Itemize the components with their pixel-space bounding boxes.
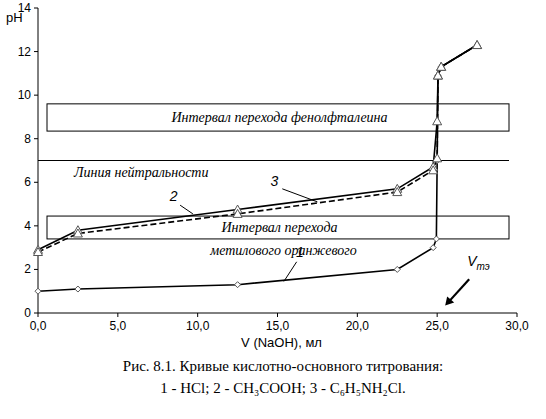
y-tick-label: 2: [24, 262, 31, 276]
band-label: Интервал перехода фенолфталеина: [170, 110, 387, 125]
x-tick: [437, 313, 438, 317]
y-axis-label: pH: [6, 10, 23, 25]
x-tick: [197, 313, 198, 317]
y-tick-label: 6: [24, 175, 31, 189]
marker: [473, 41, 482, 49]
y-tick: [34, 313, 38, 314]
y-tick: [34, 225, 38, 226]
marker: [34, 248, 43, 256]
marker: [433, 117, 442, 125]
marker: [433, 236, 439, 242]
caption-subtitle: 1 - HCl; 2 - CH₃COOH; 3 - C₆H₅NH₂Cl.: [160, 380, 406, 396]
series-label: 3: [270, 173, 278, 189]
y-tick: [34, 8, 38, 9]
x-tick: [38, 313, 39, 317]
marker: [233, 209, 242, 217]
marker: [433, 71, 442, 79]
equivalence-arrow: [448, 279, 469, 302]
marker: [430, 245, 436, 251]
x-tick-label: 0,0: [30, 319, 47, 333]
marker: [429, 166, 438, 174]
chart: Интервал перехода фенолфталеина Интервал …: [0, 0, 546, 419]
background: [0, 0, 546, 419]
series-line: [38, 45, 477, 250]
y-tick: [34, 95, 38, 96]
neutral-label: Линия нейтральности: [73, 165, 208, 180]
x-tick: [277, 313, 278, 317]
marker: [73, 229, 82, 237]
x-tick-label: 10,0: [186, 319, 210, 333]
y-axis: [38, 8, 39, 313]
y-tick-label: 12: [18, 45, 32, 59]
y-tick: [34, 182, 38, 183]
equivalence-label: Vтэ: [467, 253, 490, 272]
marker: [433, 71, 442, 79]
x-tick-label: 30,0: [505, 319, 529, 333]
equivalence-label-sub: тэ: [477, 261, 490, 272]
band-label: Интервал перехода: [221, 220, 338, 235]
marker: [437, 62, 446, 70]
y-tick: [34, 51, 38, 52]
band: [47, 104, 509, 131]
x-tick-label: 5,0: [109, 319, 126, 333]
marker: [473, 41, 482, 49]
series-label: 2: [169, 188, 178, 204]
x-tick: [357, 313, 358, 317]
label-leader: [284, 262, 297, 282]
series-line: [38, 45, 477, 252]
marker: [75, 286, 81, 292]
x-tick: [517, 313, 518, 317]
series-line: [38, 45, 477, 291]
x-tick-label: 25,0: [425, 319, 449, 333]
x-axis-label: V (NaOH), мл: [241, 335, 322, 350]
x-tick-label: 15,0: [266, 319, 290, 333]
plot-area: [34, 41, 482, 295]
y-tick-label: 0: [24, 306, 31, 320]
x-tick-label: 20,0: [346, 319, 370, 333]
y-tick-label: 8: [24, 132, 31, 146]
band: [47, 216, 509, 239]
y-tick: [34, 269, 38, 270]
band-label: метилового оранжевого: [209, 243, 357, 258]
y-tick-label: 10: [18, 88, 32, 102]
marker: [433, 154, 442, 162]
marker: [393, 188, 402, 196]
equivalence-arrowhead: [445, 296, 454, 305]
label-leader: [180, 205, 193, 214]
caption-title: Рис. 8.1. Кривые кислотно-основного титр…: [123, 358, 443, 374]
marker: [394, 266, 400, 272]
marker: [235, 282, 241, 288]
marker: [437, 62, 446, 70]
x-tick: [117, 313, 118, 317]
y-tick-label: 4: [24, 219, 31, 233]
series-label: 1: [296, 244, 304, 260]
label-leader: [282, 189, 317, 202]
y-tick: [34, 138, 38, 139]
marker: [35, 288, 41, 294]
